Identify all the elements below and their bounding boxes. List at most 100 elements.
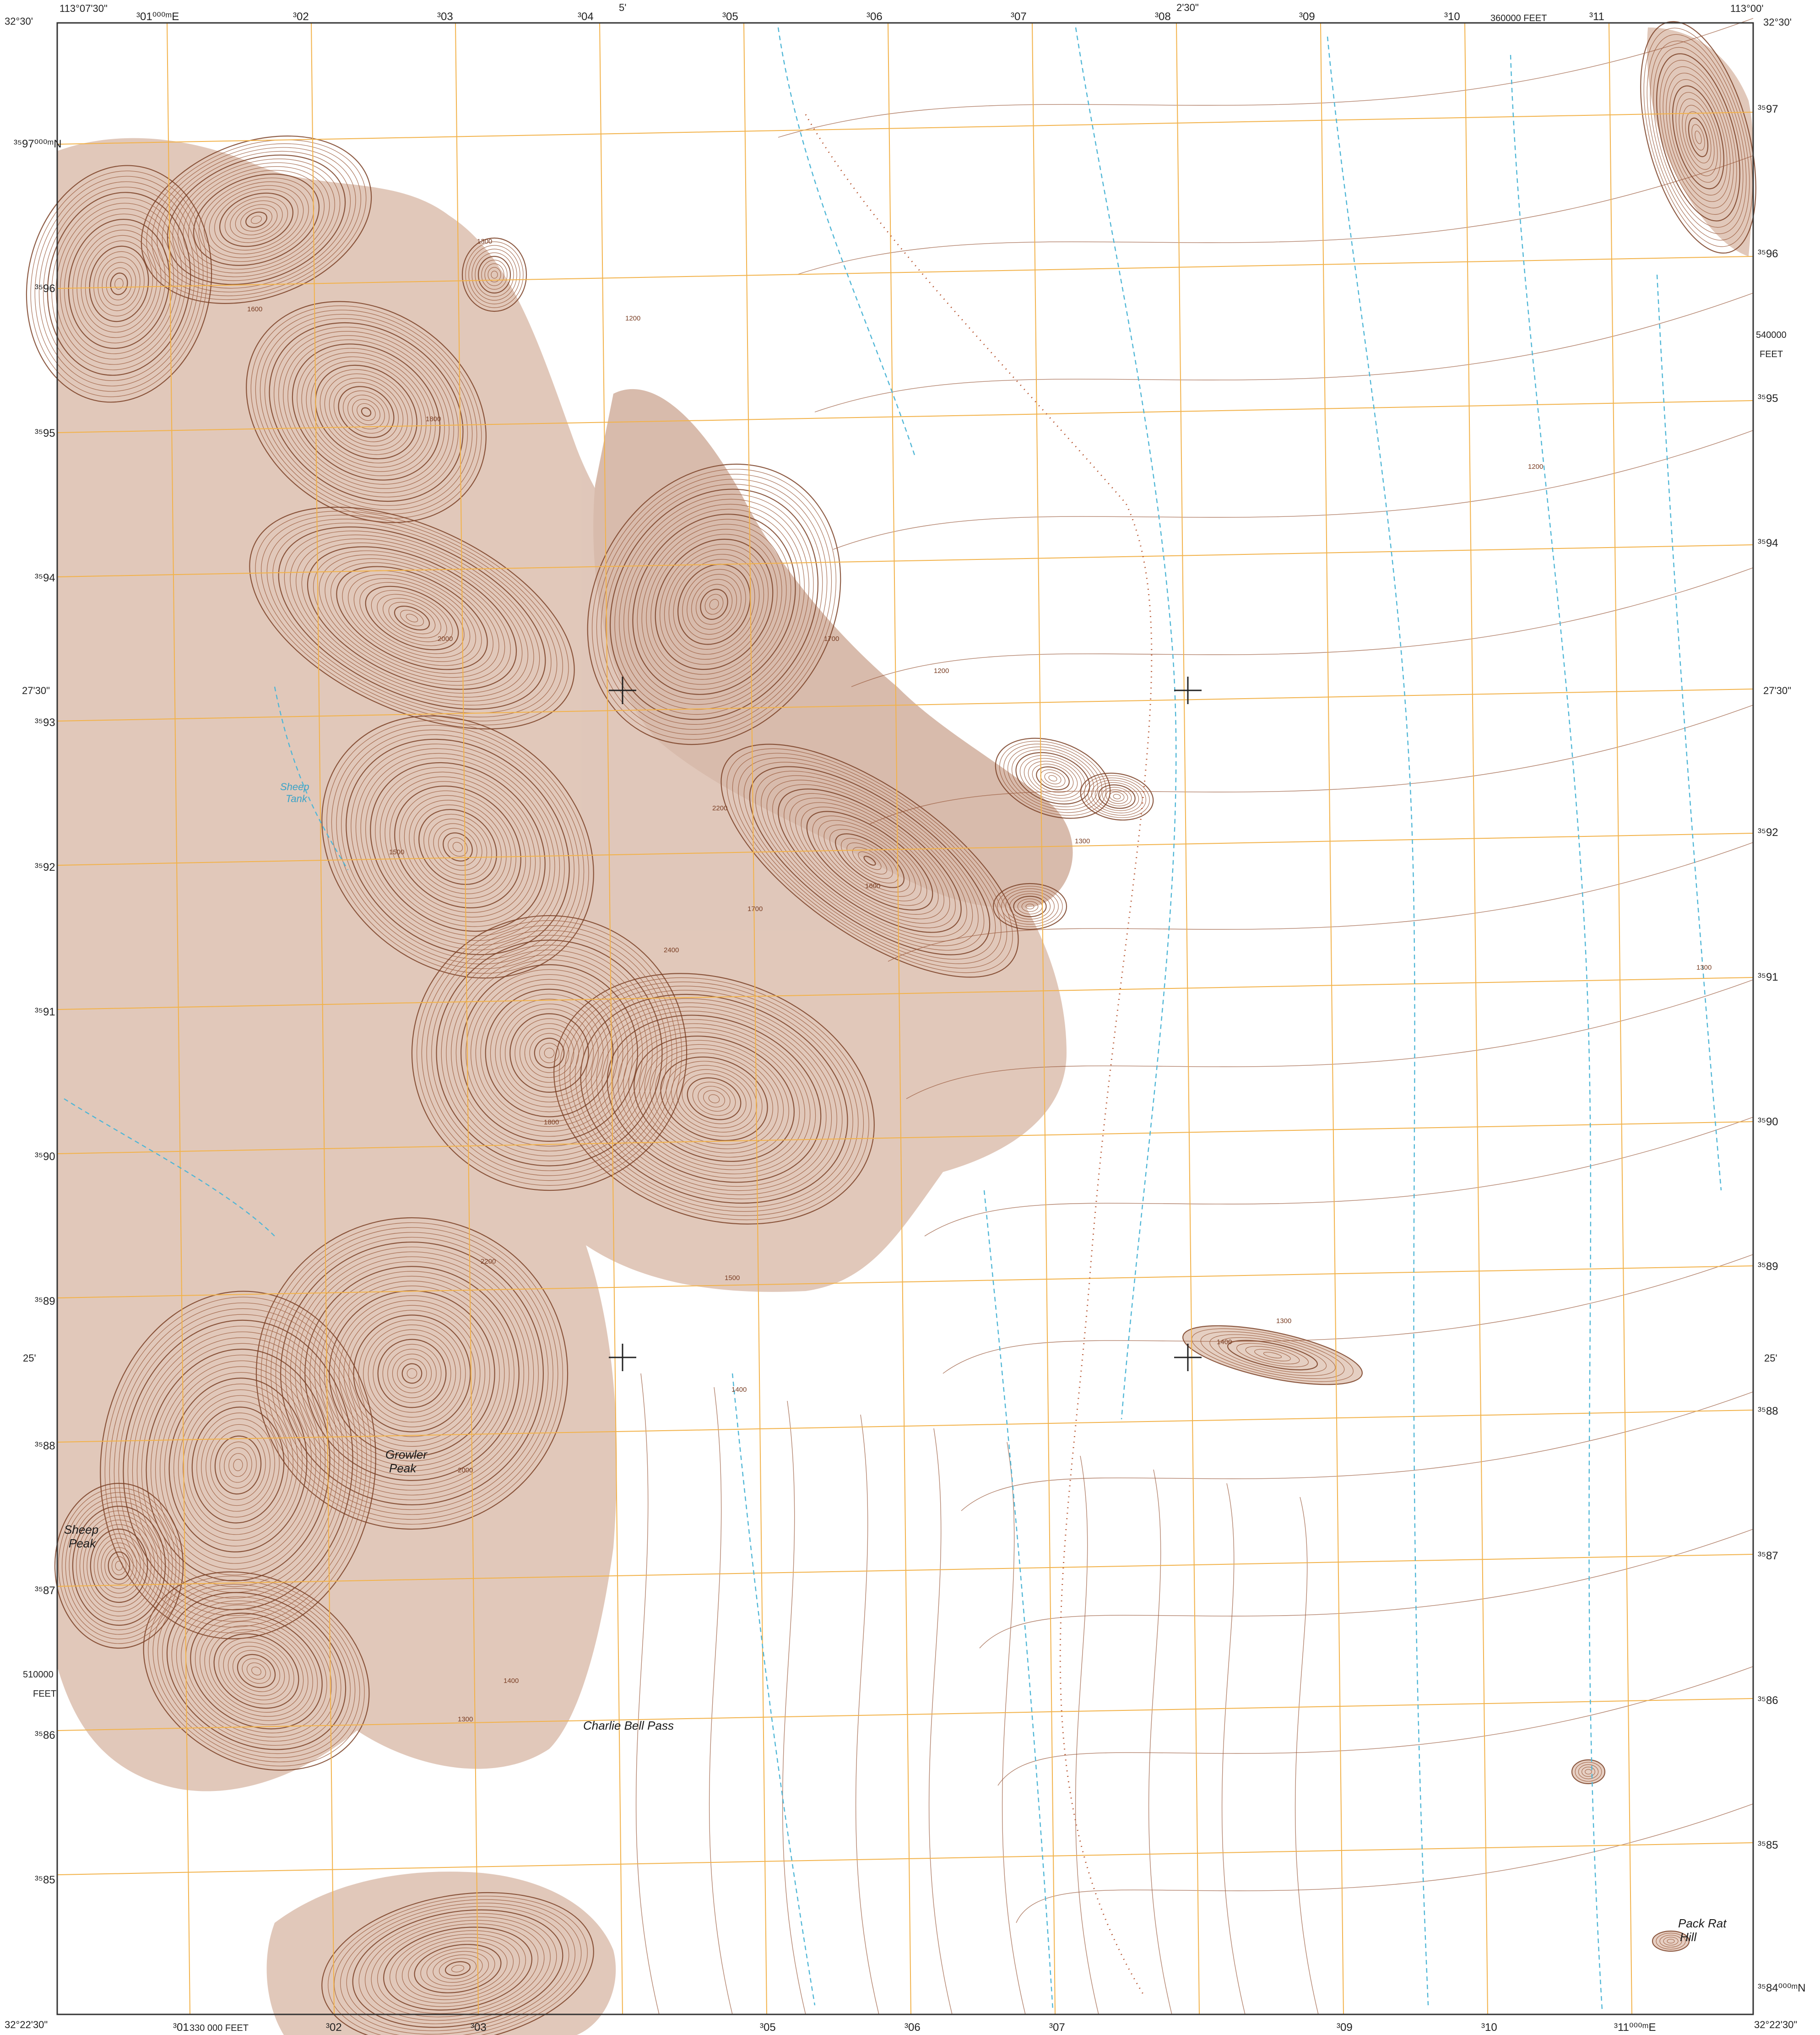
- contour-ring: [639, 1040, 789, 1158]
- contour-label: 2000: [458, 1466, 473, 1474]
- contour-ring: [1571, 1759, 1606, 1785]
- top-easting-label: ³06: [867, 11, 883, 23]
- contour-ring: [209, 185, 304, 255]
- left-northing-labels: ³⁵96 ³⁵95 ³⁵94 ³⁵93 ³⁵92 ³⁵91 ³⁵90 ³⁵89 ³⁵88 ³⁵87…: [35, 282, 55, 1886]
- contour-ring: [164, 1372, 312, 1558]
- contour-line-plain: [833, 430, 1754, 550]
- contour-ring: [623, 504, 805, 705]
- contour-ring: [162, 1588, 351, 1754]
- contour-ring: [634, 1036, 795, 1162]
- contour-ring: [246, 301, 487, 523]
- contour-ring: [592, 469, 836, 740]
- contour-ring: [319, 1281, 505, 1466]
- contour-ring: [209, 1629, 304, 1713]
- contour-ring: [313, 550, 511, 686]
- left-northing-label: ³⁵85: [35, 1874, 55, 1886]
- contour-ring: [418, 809, 497, 885]
- contour-ring: [500, 1004, 599, 1102]
- top-easting-label: ³09: [1299, 11, 1315, 23]
- contour-ring: [300, 1261, 524, 1486]
- contour-ring: [607, 1015, 822, 1183]
- grid-line-vertical: [888, 22, 911, 2015]
- contour-ring: [115, 1561, 123, 1571]
- contour-label: 1700: [748, 905, 763, 913]
- contour-label: 1800: [544, 1118, 559, 1126]
- contour-ring: [224, 196, 288, 243]
- contour-ring: [1087, 777, 1147, 816]
- contour-ring: [223, 1642, 290, 1700]
- left-lat-25: 25': [23, 1352, 36, 1364]
- contour-ring: [1656, 1932, 1686, 1950]
- contour-ring: [1182, 1325, 1363, 1385]
- contour-ring: [504, 1008, 594, 1098]
- contour-ring: [441, 944, 658, 1161]
- contour-ring: [104, 1297, 372, 1633]
- contour-ring: [801, 807, 939, 915]
- contour-ring: [351, 743, 565, 950]
- contour-ring: [596, 1006, 832, 1191]
- contour-ring: [438, 828, 477, 866]
- contour-ring: [361, 407, 372, 417]
- growler-peak-label-line1: Growler: [385, 1448, 428, 1461]
- contour-ring: [385, 776, 531, 917]
- grid-line-vertical: [743, 22, 767, 2015]
- corner-bottom-left-lat: 32°22'30": [5, 2019, 48, 2030]
- contour-ring: [1025, 903, 1035, 910]
- contour-ring: [591, 1002, 837, 1195]
- contour-ring: [269, 322, 464, 502]
- contour-ring: [375, 767, 541, 927]
- top-easting-label: ³11: [1589, 11, 1604, 23]
- contour-elevation-labels: 1200 1200 1200 1300 1300 1300 1300 1300 …: [247, 238, 1712, 1723]
- contour-ring: [255, 510, 569, 726]
- grid-line-horizontal: [57, 400, 1754, 433]
- contour-ring: [704, 594, 724, 615]
- contour-ring: [732, 753, 1008, 969]
- contour-ring: [726, 748, 1013, 973]
- drainage-streams: [64, 27, 1722, 2010]
- grid-line-horizontal: [57, 112, 1754, 145]
- contour-ring: [1682, 105, 1715, 170]
- contour-ring: [439, 1958, 477, 1980]
- left-northing-label: ³⁵88: [35, 1440, 55, 1452]
- contour-ring: [480, 984, 618, 1122]
- contour-ring: [143, 1571, 370, 1771]
- crosshair-1: [609, 677, 636, 704]
- contour-ring: [1652, 1930, 1690, 1952]
- contour-label: 1300: [1075, 837, 1090, 845]
- contour-line-plain: [924, 1117, 1754, 1237]
- left-northing-label: ³⁵93: [35, 716, 55, 729]
- contour-ring: [471, 249, 517, 301]
- contour-ring: [433, 1954, 483, 1983]
- contour-ring: [61, 1492, 177, 1639]
- contour-ring: [660, 1056, 768, 1141]
- contour-line-fan: [1295, 1497, 1319, 2015]
- contour-ring: [399, 790, 516, 904]
- contour-ring: [371, 590, 453, 646]
- contour-ring: [709, 599, 719, 610]
- contour-ring: [383, 598, 441, 638]
- bottom-easting-first: ³01: [173, 2021, 189, 2034]
- contour-ring: [605, 484, 823, 725]
- contour-ring: [79, 1515, 159, 1617]
- corner-top-right-lat: 32°30': [1763, 16, 1792, 28]
- contour-ring: [150, 1355, 326, 1575]
- contour-ring: [1263, 1351, 1282, 1359]
- contour-ring: [1582, 1767, 1596, 1777]
- contour-ring: [325, 558, 499, 678]
- contour-ring: [1032, 764, 1074, 793]
- contour-ring: [484, 263, 504, 286]
- contour-ring: [83, 1519, 155, 1612]
- contour-ring: [213, 1633, 299, 1709]
- contour-label: 2000: [438, 635, 453, 643]
- contour-ring: [178, 162, 335, 277]
- contour-ring: [245, 212, 267, 228]
- grid-line-horizontal: [57, 1121, 1754, 1154]
- contour-ring: [264, 318, 468, 506]
- crosshair-3: [609, 1344, 636, 1371]
- contour-ring: [1236, 1343, 1309, 1368]
- contour-ring: [284, 531, 540, 705]
- contour-ring: [233, 1650, 280, 1692]
- stream: [64, 1098, 275, 1237]
- bottom-easting-labels: ³02 ³03 ³05 ³06 ³07 ³09 ³10: [326, 2021, 1497, 2034]
- contour-ring: [421, 925, 677, 1181]
